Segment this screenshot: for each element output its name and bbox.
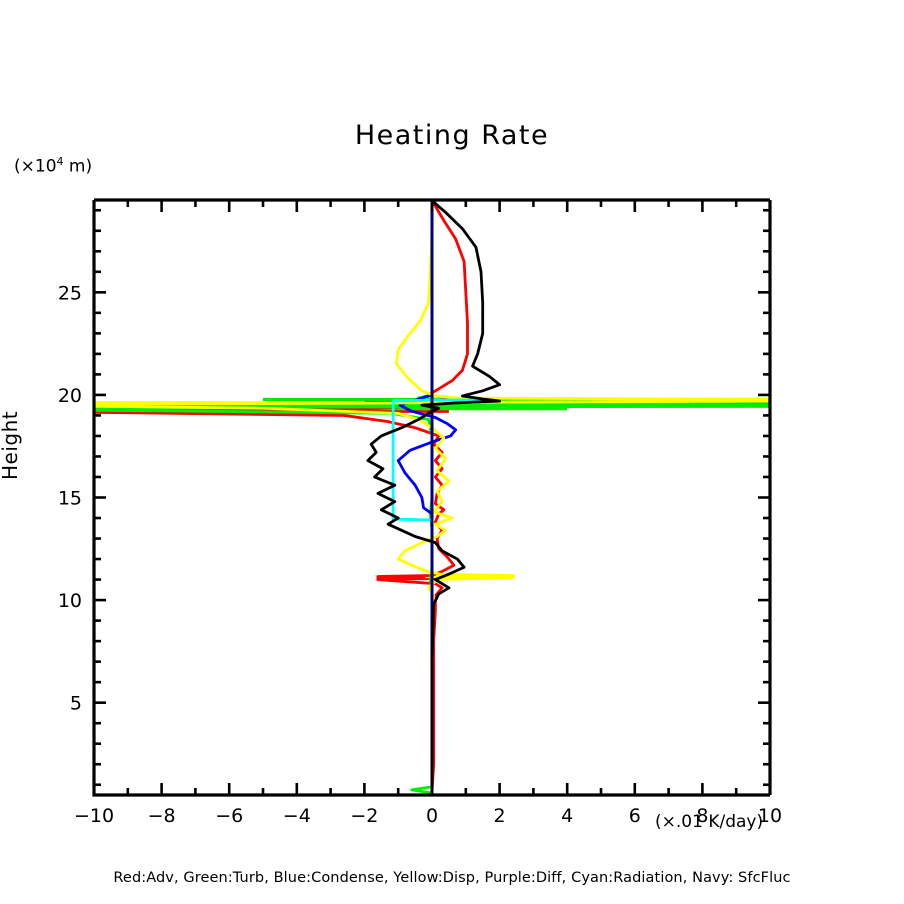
x-tick-label: 2 (494, 805, 506, 827)
y-tick-label: 25 (58, 282, 82, 304)
x-tick-label: −2 (350, 805, 378, 827)
x-tick-label: 10 (758, 805, 782, 827)
x-tick-label: 8 (696, 805, 708, 827)
x-tick-label: 4 (561, 805, 573, 827)
legend-caption: Red:Adv, Green:Turb, Blue:Condense, Yell… (113, 870, 791, 886)
series-radiation (391, 398, 502, 522)
tick-labels: −10 −8 −6 −4 −2 0 2 4 6 8 10 5 10 15 20 25 (58, 282, 782, 827)
y-tick-label: 15 (58, 488, 82, 510)
page-title: Heating Rate (354, 120, 550, 151)
x-tick-label: −8 (148, 805, 176, 827)
axes-frame (92, 198, 772, 797)
series-layer (92, 198, 772, 796)
series-total (366, 198, 502, 795)
y-axis-unit-label: (×104 m) (14, 155, 93, 177)
x-tick-label: −4 (283, 805, 311, 827)
series-adv (92, 198, 772, 793)
series-condense (396, 198, 458, 795)
x-tick-label: 6 (629, 805, 641, 827)
x-tick-label: −10 (74, 805, 114, 827)
y-tick-label: 10 (58, 590, 82, 612)
y-tick-label: 20 (58, 385, 82, 407)
x-tick-label: −6 (215, 805, 243, 827)
x-tick-label: 0 (426, 805, 438, 827)
x-axis-label: (×.01 K/day) (655, 812, 764, 832)
y-tick-label: 5 (70, 693, 82, 715)
series-disp (92, 198, 772, 795)
